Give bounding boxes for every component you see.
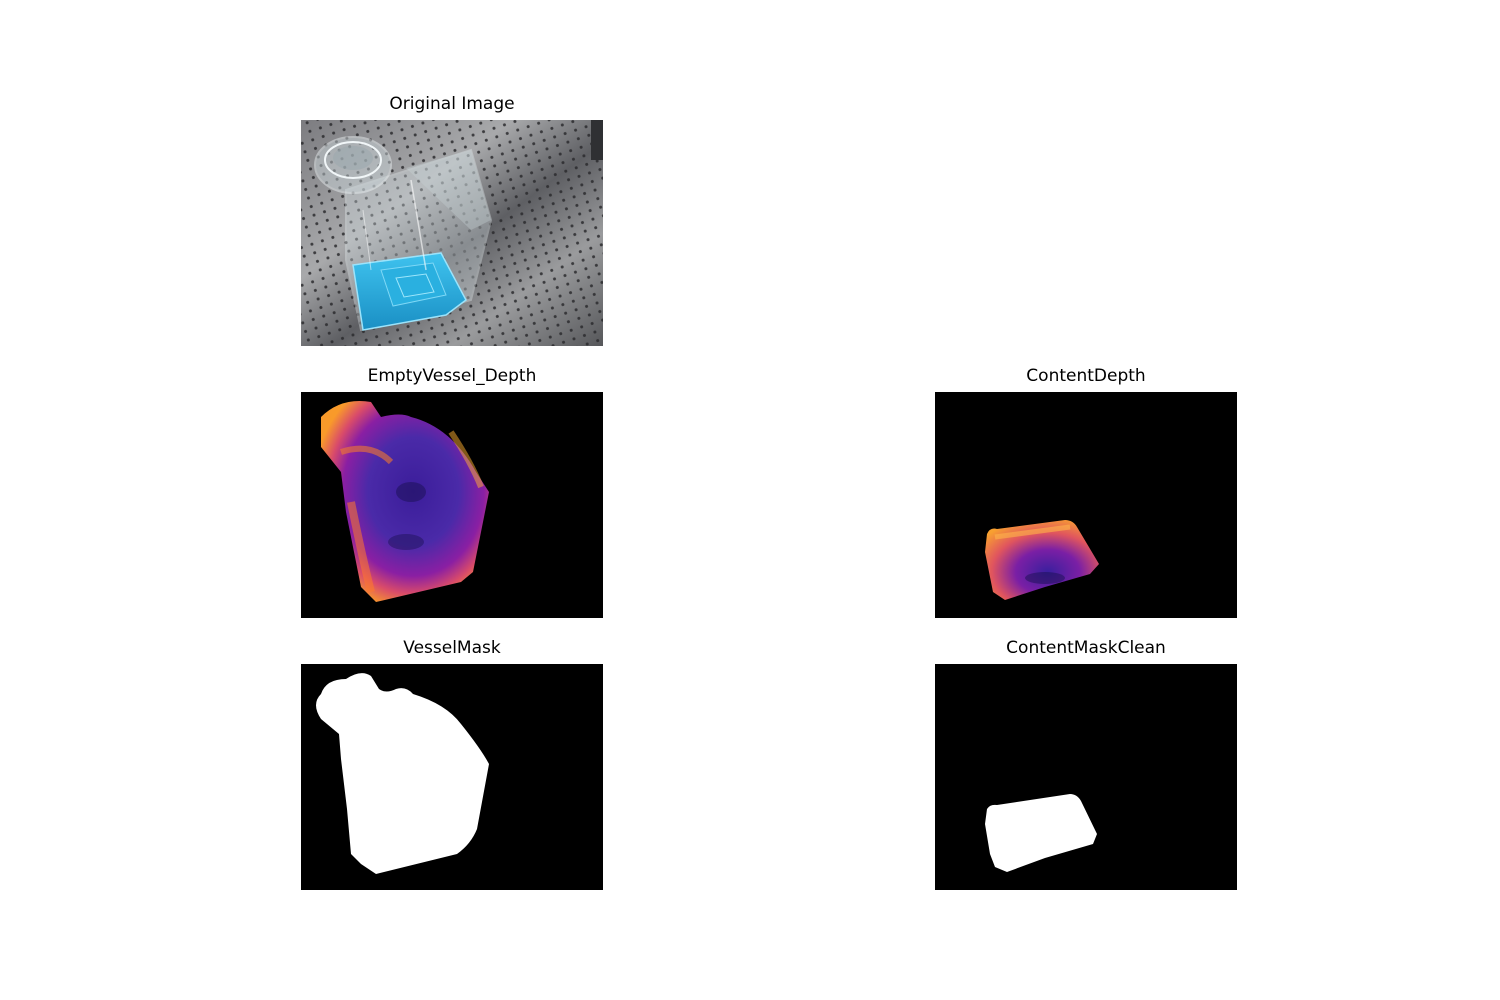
panel-content-depth: ContentDepth (935, 366, 1237, 618)
panel-title: ContentMaskClean (1006, 638, 1166, 658)
panel-content-mask-clean: ContentMaskClean (935, 638, 1237, 890)
panel-title: Original Image (389, 94, 515, 114)
content-depth-map (935, 392, 1237, 618)
content-mask-image (935, 664, 1237, 890)
panel-title: ContentDepth (1026, 366, 1146, 386)
panel-title: EmptyVessel_Depth (367, 366, 537, 386)
panel-empty-vessel-depth: EmptyVessel_Depth (301, 366, 603, 618)
original-photo (301, 120, 603, 346)
panel-title: VesselMask (403, 638, 501, 658)
panel-original-image: Original Image (301, 94, 603, 346)
empty-vessel-depth-map (301, 392, 603, 618)
vessel-mask-image (301, 664, 603, 890)
panel-vessel-mask: VesselMask (301, 638, 603, 890)
